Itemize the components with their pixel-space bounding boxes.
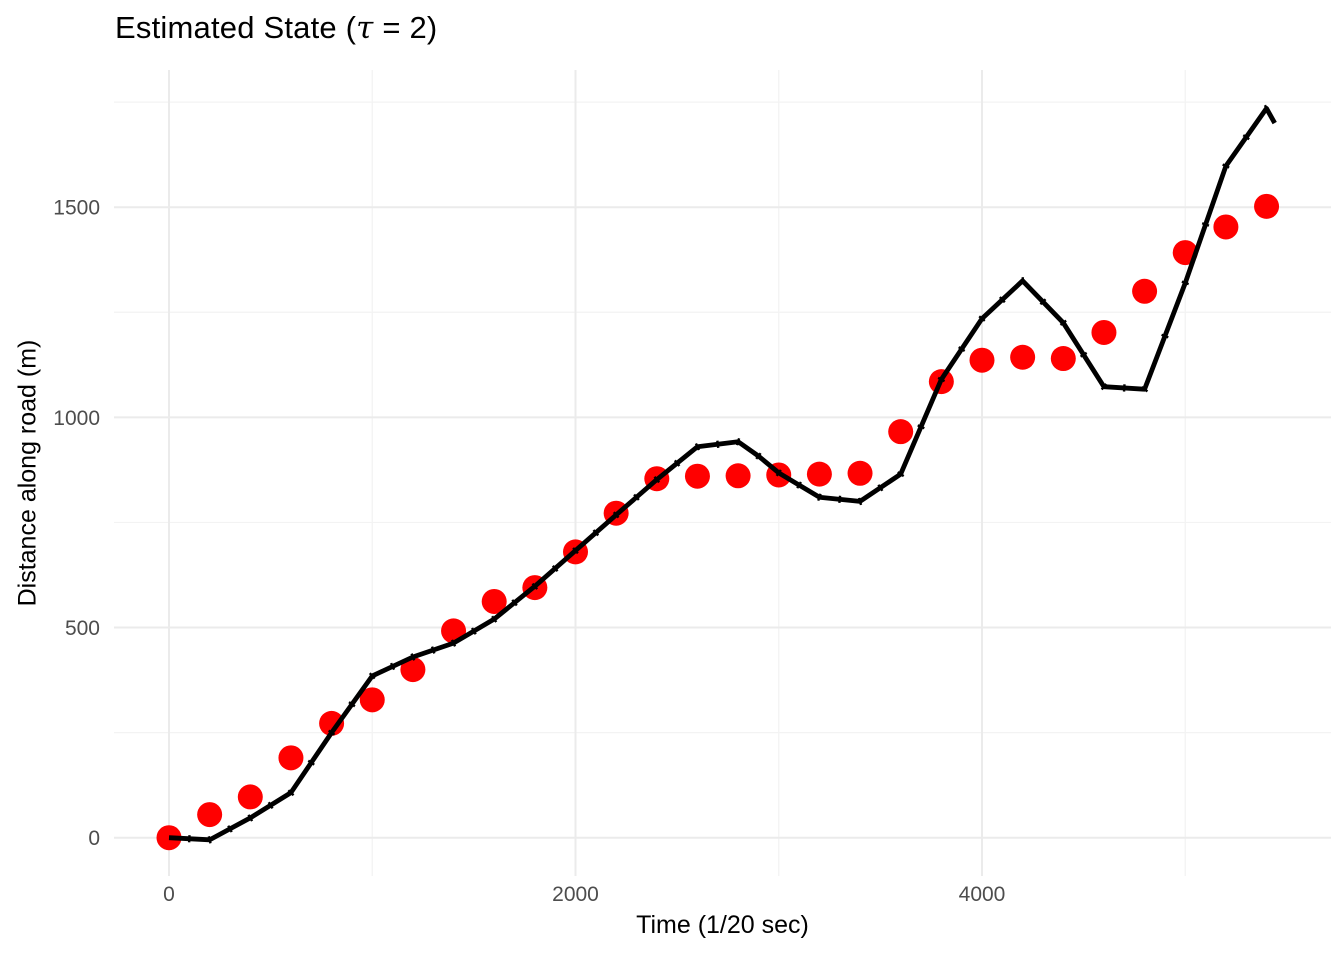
x-tick-label: 4000	[959, 883, 1006, 906]
line-joint-tick	[735, 437, 741, 446]
line-joint-tick	[694, 443, 701, 451]
line-joint-tick	[917, 424, 925, 430]
line-joint-tick	[978, 315, 986, 322]
measurement-dot	[847, 460, 873, 486]
line-joint-tick	[348, 701, 356, 708]
measurement-dot	[725, 463, 751, 489]
line-joint-tick	[755, 452, 762, 460]
y-tick-label: 1500	[53, 197, 100, 220]
line-joint-tick	[1263, 104, 1270, 113]
measurement-dot	[969, 347, 995, 373]
line-joint-tick	[551, 564, 559, 572]
y-tick-label: 500	[65, 617, 100, 640]
line-joint-tick	[796, 481, 802, 489]
measurement-dot	[1254, 193, 1280, 219]
x-tick-label: 2000	[552, 883, 599, 906]
line-joint-tick	[287, 789, 295, 797]
line-joint-tick	[491, 615, 498, 623]
chart-title-suffix: = 2)	[373, 10, 438, 45]
measurement-dot	[806, 461, 832, 487]
line-joint-tick	[1201, 222, 1210, 227]
measurement-dot	[1213, 214, 1239, 240]
line-joint-tick	[653, 476, 661, 484]
y-tick-label: 0	[88, 827, 100, 850]
line-joint-tick	[1039, 298, 1047, 306]
measurement-dot	[319, 710, 345, 736]
line-joint-tick	[716, 440, 720, 448]
line-joint-tick	[368, 672, 376, 680]
estimate-line	[168, 106, 1277, 843]
line-joint-tick	[450, 639, 457, 647]
line-joint-tick	[998, 296, 1006, 304]
line-joint-tick	[327, 729, 336, 736]
line-joint-tick	[937, 376, 946, 383]
line-joint-tick	[267, 801, 274, 810]
measurement-dot	[359, 687, 385, 713]
line-joint-tick	[592, 529, 600, 537]
line-joint-tick	[531, 582, 539, 590]
line-joint-tick	[1079, 351, 1088, 358]
y-tick-label: 1000	[53, 407, 100, 430]
line-joint-tick	[471, 627, 477, 635]
line-joint-tick	[207, 836, 212, 844]
line-joint-tick	[227, 825, 233, 833]
measurement-dot	[237, 784, 263, 810]
line-joint-tick	[1222, 163, 1230, 169]
line-joint-tick	[247, 814, 254, 822]
measurement-dot	[1091, 319, 1117, 345]
measurement-dot	[1132, 278, 1158, 304]
measurement-dot	[481, 588, 507, 614]
line-joint-tick	[1100, 383, 1108, 391]
line-joint-tick	[838, 495, 842, 504]
line-joint-tick	[572, 547, 579, 555]
line-joint-tick	[673, 459, 681, 467]
measurement-dot	[278, 745, 304, 771]
chart-title-text: Estimated State (	[115, 10, 357, 45]
x-tick-label: 0	[163, 883, 175, 906]
measurement-dot	[684, 463, 710, 489]
line-joint-tick	[511, 599, 518, 607]
y-axis-title: Distance along road (m)	[13, 339, 42, 607]
line-joint-tick	[1059, 319, 1067, 326]
line-joint-tick	[612, 511, 620, 519]
line-joint-tick	[958, 346, 966, 353]
line-joint-tick	[1181, 280, 1190, 286]
line-joint-tick	[897, 471, 905, 478]
line-joint-tick	[1161, 333, 1169, 339]
line-joint-tick	[817, 493, 822, 502]
measurement-dot	[400, 657, 426, 683]
line-joint-tick	[775, 469, 782, 477]
line-joint-tick	[430, 646, 436, 654]
measurement-dot	[1010, 344, 1036, 370]
measurement-dot	[1050, 346, 1076, 372]
measurement-dot	[197, 802, 223, 828]
line-joint-tick	[1242, 134, 1250, 141]
measurement-dot	[888, 419, 914, 445]
line-joint-tick	[410, 653, 416, 661]
line-joint-tick	[307, 759, 315, 766]
line-joint-tick	[633, 493, 640, 501]
line-joint-tick	[389, 662, 396, 671]
tau-symbol: τ	[356, 10, 374, 46]
line-joint-tick	[877, 484, 884, 492]
x-axis-title: Time (1/20 sec)	[636, 911, 809, 939]
chart-title: Estimated State (τ = 2)	[115, 10, 437, 46]
line-joint-tick	[857, 497, 863, 506]
line-joint-tick	[1141, 386, 1149, 393]
